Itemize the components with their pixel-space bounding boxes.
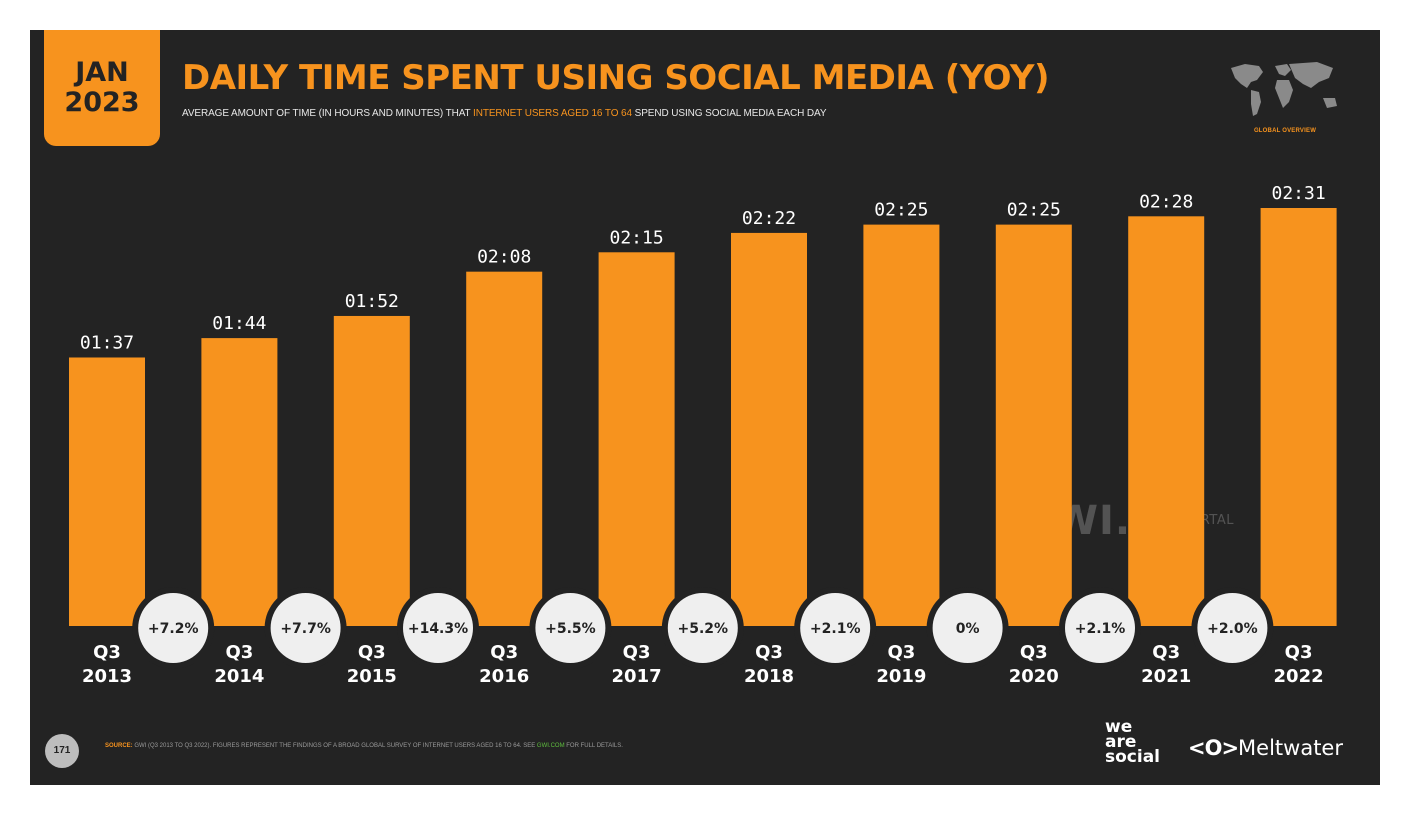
bar-value-label: 02:15	[610, 227, 664, 248]
bar-value-label: 02:28	[1139, 191, 1193, 212]
yoy-change-label: +5.5%	[545, 621, 596, 637]
world-map-icon	[1231, 62, 1337, 116]
category-label-quarter: Q3	[887, 642, 915, 663]
category-label-quarter: Q3	[358, 642, 386, 663]
global-overview-label: GLOBAL OVERVIEW	[1253, 128, 1317, 134]
category-label-year: 2020	[1009, 666, 1059, 687]
yoy-change-label: +5.2%	[678, 621, 729, 637]
bar-value-label: 01:52	[345, 291, 399, 312]
yoy-change-label: +2.1%	[1075, 621, 1126, 637]
category-label-year: 2018	[744, 666, 794, 687]
yoy-change-label: +2.1%	[810, 621, 861, 637]
yoy-change-label: +7.7%	[280, 621, 331, 637]
change-bubble	[1065, 593, 1135, 663]
source-text-end: FOR FULL DETAILS.	[564, 743, 623, 749]
we-are-social-logo: we are social	[1105, 717, 1161, 767]
meltwater-logo: <O>Meltwater	[1188, 735, 1343, 761]
source-text: GWI (Q3 2013 TO Q3 2022). FIGURES REPRES…	[132, 743, 537, 749]
yoy-change-label: +2.0%	[1207, 621, 1258, 637]
bar	[1260, 208, 1337, 626]
logo-word-social: social	[1105, 747, 1161, 767]
category-label-year: 2021	[1141, 666, 1191, 687]
change-bubble	[535, 593, 606, 663]
category-label-year: 2013	[82, 666, 132, 687]
bar	[466, 271, 543, 626]
change-bubble	[800, 593, 871, 663]
change-bubble	[932, 593, 1003, 663]
chart-subtitle: AVERAGE AMOUNT OF TIME (IN HOURS AND MIN…	[182, 107, 827, 121]
source-label: SOURCE:	[105, 743, 133, 749]
bar	[598, 252, 675, 627]
change-bubble	[138, 593, 209, 663]
chart-title: DAILY TIME SPENT USING SOCIAL MEDIA (YOY…	[182, 58, 1050, 98]
logo-word-are: are	[1105, 732, 1137, 752]
bar-value-label: 02:22	[742, 208, 796, 229]
category-label-quarter: Q3	[755, 642, 783, 663]
yoy-change-label: +14.3%	[408, 621, 468, 637]
slide: JAN 2023 DAILY TIME SPENT USING SOCIAL M…	[30, 30, 1380, 785]
date-year: 2023	[64, 87, 140, 118]
bar-value-label: 02:08	[477, 247, 531, 268]
date-month: JAN	[75, 57, 129, 88]
meltwater-symbol: <O>	[1188, 736, 1239, 760]
category-label-quarter: Q3	[623, 642, 651, 663]
category-label-year: 2019	[876, 666, 926, 687]
change-bubble	[270, 593, 341, 663]
bar	[995, 224, 1072, 627]
bar	[333, 315, 410, 626]
change-bubble	[403, 593, 473, 663]
meltwater-wordmark: Meltwater	[1238, 736, 1343, 760]
bar	[731, 232, 807, 626]
category-label-year: 2015	[347, 666, 397, 687]
bar	[201, 338, 278, 626]
category-label-quarter: Q3	[490, 642, 518, 663]
category-label-quarter: Q3	[93, 642, 121, 663]
date-badge: JAN 2023	[44, 30, 160, 146]
change-bubble	[667, 593, 738, 663]
bar-value-label: 01:37	[80, 332, 134, 353]
category-label-quarter: Q3	[1285, 642, 1313, 663]
subtitle-text-end: SPEND USING SOCIAL MEDIA EACH DAY	[631, 108, 827, 119]
page-number: 171	[45, 734, 79, 768]
source-link[interactable]: GWI.COM	[536, 743, 565, 749]
bar-value-label: 02:25	[1007, 200, 1061, 221]
logo-word-we: we	[1105, 717, 1133, 737]
subtitle-highlight: INTERNET USERS AGED 16 TO 64	[473, 108, 632, 119]
category-label-year: 2017	[612, 666, 662, 687]
category-label-quarter: Q3	[225, 642, 253, 663]
bar-chart: 01:37 Q3 2013 01:44 Q3 2014 01:52 Q3 2015 02:08 Q3…	[69, 183, 1337, 687]
bar-value-label: 02:31	[1272, 183, 1326, 204]
category-label-quarter: Q3	[1020, 642, 1048, 663]
bar-value-label: 01:44	[212, 313, 266, 334]
bar	[863, 224, 940, 627]
yoy-change-label: +7.2%	[148, 621, 199, 637]
source-note: SOURCE: GWI (Q3 2013 TO Q3 2022). FIGURE…	[105, 742, 623, 751]
change-bubble	[1197, 593, 1268, 663]
category-label-year: 2016	[479, 666, 529, 687]
category-label-year: 2022	[1274, 666, 1324, 687]
category-label-quarter: Q3	[1152, 642, 1180, 663]
yoy-change-label: 0%	[956, 621, 980, 637]
category-label-year: 2014	[214, 666, 264, 687]
bar-value-label: 02:25	[874, 200, 928, 221]
subtitle-text-start: AVERAGE AMOUNT OF TIME (IN HOURS AND MIN…	[182, 108, 474, 119]
bar	[69, 357, 145, 626]
bar	[1128, 216, 1205, 627]
